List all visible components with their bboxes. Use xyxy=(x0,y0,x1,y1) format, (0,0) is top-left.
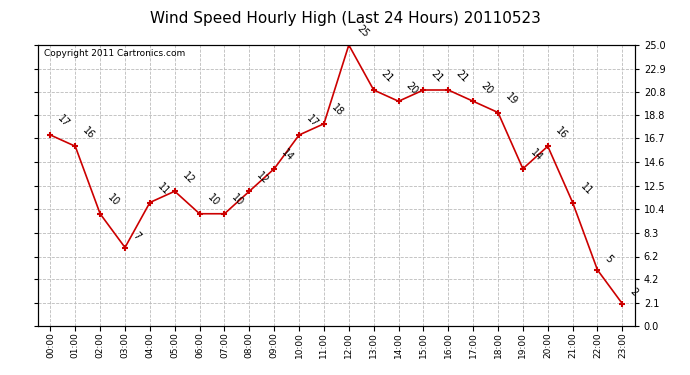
Text: 5: 5 xyxy=(603,253,615,264)
Text: Copyright 2011 Cartronics.com: Copyright 2011 Cartronics.com xyxy=(44,49,185,58)
Text: 11: 11 xyxy=(155,181,171,197)
Text: 25: 25 xyxy=(355,24,371,39)
Text: 2: 2 xyxy=(628,287,640,298)
Text: 10: 10 xyxy=(205,192,221,208)
Text: 17: 17 xyxy=(304,114,320,129)
Text: 7: 7 xyxy=(130,231,142,242)
Text: Wind Speed Hourly High (Last 24 Hours) 20110523: Wind Speed Hourly High (Last 24 Hours) 2… xyxy=(150,11,540,26)
Text: 17: 17 xyxy=(56,114,72,129)
Text: 12: 12 xyxy=(255,170,270,186)
Text: 14: 14 xyxy=(529,147,544,163)
Text: 19: 19 xyxy=(504,91,520,107)
Text: 16: 16 xyxy=(81,125,97,141)
Text: 18: 18 xyxy=(330,102,345,118)
Text: 10: 10 xyxy=(230,192,246,208)
Text: 21: 21 xyxy=(429,69,445,84)
Text: 14: 14 xyxy=(279,147,295,163)
Text: 12: 12 xyxy=(180,170,196,186)
Text: 16: 16 xyxy=(553,125,569,141)
Text: 21: 21 xyxy=(454,69,470,84)
Text: 20: 20 xyxy=(404,80,420,96)
Text: 21: 21 xyxy=(380,69,395,84)
Text: 11: 11 xyxy=(578,181,594,197)
Text: 10: 10 xyxy=(106,192,121,208)
Text: 20: 20 xyxy=(479,80,495,96)
